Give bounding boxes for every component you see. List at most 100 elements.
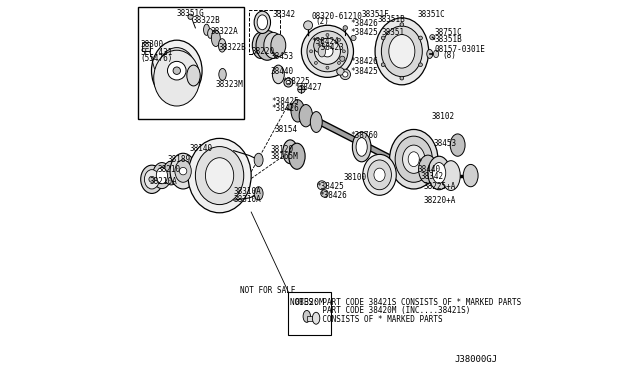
Circle shape: [337, 68, 344, 75]
Text: *38225: *38225: [282, 77, 310, 86]
Bar: [289, 292, 331, 335]
Text: 38342: 38342: [273, 10, 296, 19]
Text: CONSISTS OF * MARKED PARTS: CONSISTS OF * MARKED PARTS: [291, 315, 443, 324]
Text: (2): (2): [316, 17, 330, 26]
Circle shape: [307, 31, 348, 72]
Ellipse shape: [419, 155, 437, 183]
Circle shape: [342, 72, 348, 77]
Bar: [307, 315, 316, 321]
Ellipse shape: [271, 34, 286, 57]
Text: 38189: 38189: [168, 155, 191, 164]
Text: 38351B: 38351B: [378, 15, 405, 24]
Ellipse shape: [381, 26, 422, 77]
Circle shape: [149, 176, 155, 182]
Bar: [250, 10, 280, 54]
Circle shape: [419, 36, 422, 40]
Circle shape: [310, 50, 312, 53]
Text: 08320M: 08320M: [295, 298, 324, 307]
Circle shape: [337, 38, 340, 41]
Circle shape: [298, 86, 305, 93]
Ellipse shape: [156, 167, 168, 184]
Ellipse shape: [463, 164, 478, 187]
Text: 38220+A: 38220+A: [424, 196, 456, 205]
Circle shape: [301, 25, 353, 77]
Ellipse shape: [299, 105, 312, 127]
Text: *38425: *38425: [351, 67, 378, 76]
Ellipse shape: [152, 163, 172, 189]
Text: 38351: 38351: [381, 28, 404, 37]
Ellipse shape: [141, 165, 163, 193]
Ellipse shape: [257, 15, 268, 30]
Text: (8): (8): [443, 51, 456, 60]
Text: 38453: 38453: [271, 52, 294, 61]
Ellipse shape: [170, 153, 196, 189]
Text: *38423: *38423: [316, 43, 344, 52]
Ellipse shape: [273, 65, 284, 84]
Text: *38424: *38424: [312, 37, 340, 46]
Text: *38425: *38425: [316, 182, 344, 191]
Text: 38440: 38440: [271, 67, 294, 76]
Text: *38426: *38426: [319, 191, 347, 200]
Text: NOTES: PART CODE 38421S CONSISTS OF * MARKED PARTS: NOTES: PART CODE 38421S CONSISTS OF * MA…: [291, 298, 522, 307]
Ellipse shape: [252, 32, 269, 58]
Text: 38440: 38440: [417, 165, 440, 174]
Text: 38100: 38100: [343, 173, 366, 182]
Text: *38760: *38760: [351, 131, 378, 140]
Circle shape: [326, 33, 329, 36]
Ellipse shape: [187, 65, 200, 86]
Text: *38425: *38425: [271, 97, 299, 106]
Ellipse shape: [163, 161, 179, 185]
Text: PART CODE 38420M (INC....38421S): PART CODE 38420M (INC....38421S): [291, 306, 470, 315]
Text: 38351G: 38351G: [176, 9, 204, 17]
Ellipse shape: [205, 158, 234, 193]
Text: J38000GJ: J38000GJ: [455, 355, 498, 364]
Ellipse shape: [374, 168, 385, 182]
Text: NOT FOR SALE: NOT FOR SALE: [240, 286, 296, 295]
Ellipse shape: [403, 145, 425, 173]
Circle shape: [314, 61, 317, 64]
Ellipse shape: [195, 147, 244, 205]
Circle shape: [381, 36, 385, 40]
Circle shape: [381, 63, 385, 67]
Ellipse shape: [353, 132, 371, 162]
Circle shape: [314, 38, 317, 41]
Text: (55476): (55476): [141, 54, 173, 63]
Circle shape: [188, 14, 193, 19]
Ellipse shape: [450, 134, 465, 156]
Ellipse shape: [395, 136, 433, 182]
Text: 38120: 38120: [271, 145, 294, 154]
Ellipse shape: [175, 160, 191, 182]
Ellipse shape: [154, 50, 200, 106]
Ellipse shape: [310, 112, 322, 132]
Text: 38165M: 38165M: [271, 152, 299, 161]
Ellipse shape: [218, 39, 226, 52]
Circle shape: [337, 61, 340, 64]
Text: *38425: *38425: [351, 28, 378, 37]
Circle shape: [173, 67, 180, 74]
Text: 38225+A: 38225+A: [424, 182, 456, 191]
Text: 38323M: 38323M: [215, 80, 243, 89]
Ellipse shape: [428, 156, 450, 190]
Ellipse shape: [152, 40, 202, 101]
Ellipse shape: [204, 24, 209, 35]
Ellipse shape: [367, 160, 392, 190]
Ellipse shape: [427, 49, 433, 58]
Ellipse shape: [442, 161, 460, 190]
Text: 38310A: 38310A: [234, 195, 262, 203]
Circle shape: [419, 63, 422, 67]
Ellipse shape: [264, 32, 282, 58]
Circle shape: [303, 21, 312, 30]
Ellipse shape: [219, 68, 227, 80]
Ellipse shape: [318, 46, 326, 57]
Ellipse shape: [303, 310, 310, 322]
Circle shape: [168, 61, 186, 80]
Ellipse shape: [389, 35, 415, 68]
Ellipse shape: [158, 48, 195, 94]
Ellipse shape: [188, 138, 251, 213]
Circle shape: [340, 69, 351, 80]
Text: 38102: 38102: [431, 112, 455, 121]
Text: 38322B: 38322B: [219, 43, 246, 52]
Ellipse shape: [256, 31, 278, 60]
Circle shape: [314, 38, 340, 64]
Ellipse shape: [356, 138, 367, 156]
